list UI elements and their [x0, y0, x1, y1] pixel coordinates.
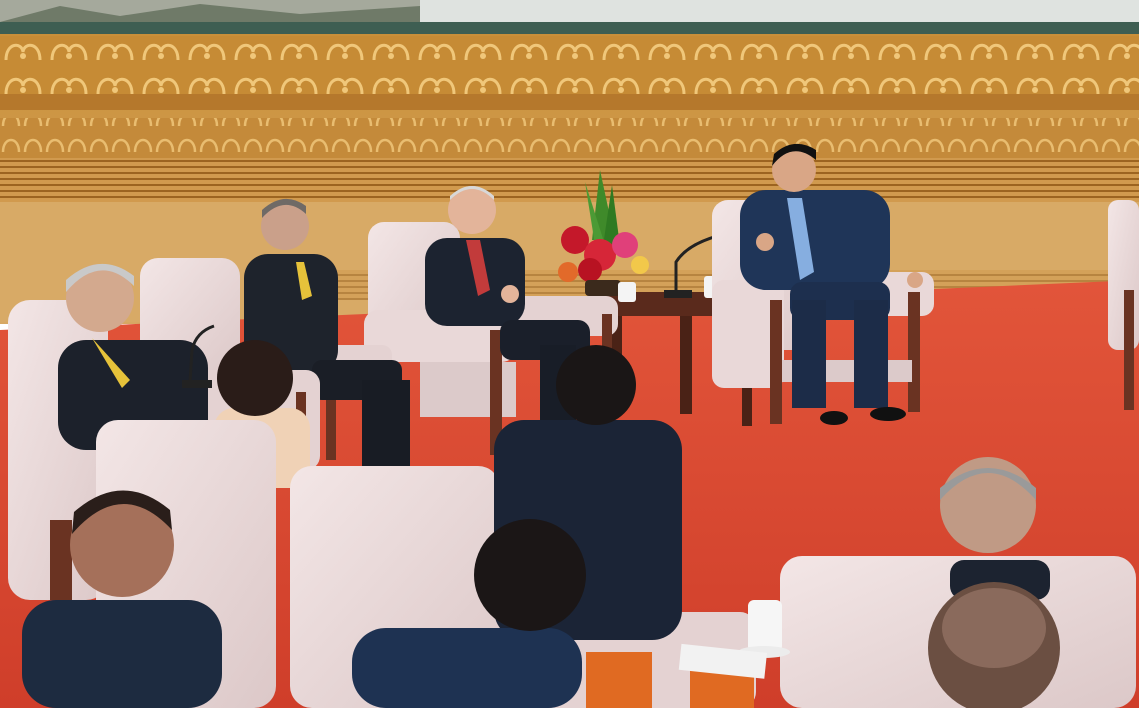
person-host [740, 143, 923, 425]
armchair-right-edge [1108, 200, 1139, 410]
microphone-icon [182, 324, 215, 388]
person-foreground-center [352, 519, 586, 708]
person-foreground-right [928, 457, 1060, 708]
name-card-icon [586, 643, 768, 708]
flower-arrangement-icon [558, 170, 649, 296]
person-foreground-left [22, 490, 222, 708]
person-guest-grey-hair [58, 263, 208, 450]
